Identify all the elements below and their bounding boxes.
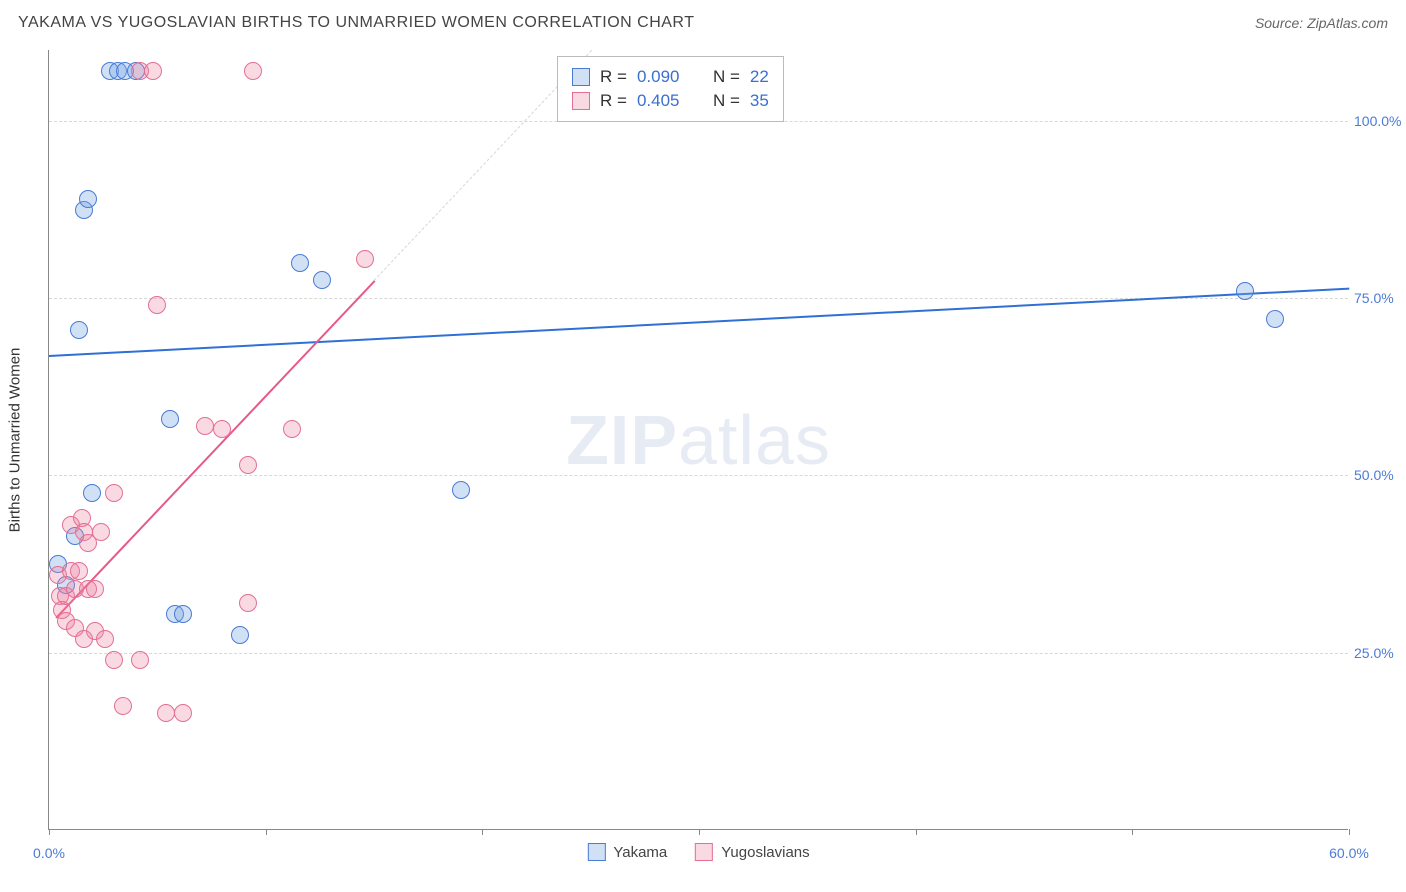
source-prefix: Source: bbox=[1255, 15, 1307, 31]
n-label: N = bbox=[713, 67, 740, 87]
data-point-yakama bbox=[231, 626, 249, 644]
data-point-yakama bbox=[79, 190, 97, 208]
n-value: 35 bbox=[750, 91, 769, 111]
stats-row-yakama: R = 0.090 N = 22 bbox=[572, 65, 769, 89]
x-tick bbox=[482, 829, 483, 835]
data-point-yugoslavians bbox=[105, 484, 123, 502]
source-name: ZipAtlas.com bbox=[1307, 15, 1388, 31]
data-point-yugoslavians bbox=[131, 651, 149, 669]
legend-item-yugoslavians: Yugoslavians bbox=[695, 843, 809, 861]
data-point-yakama bbox=[452, 481, 470, 499]
data-point-yakama bbox=[1266, 310, 1284, 328]
data-point-yugoslavians bbox=[105, 651, 123, 669]
y-tick-label: 25.0% bbox=[1354, 645, 1406, 661]
swatch-yakama-icon bbox=[572, 68, 590, 86]
data-point-yugoslavians bbox=[148, 296, 166, 314]
x-tick bbox=[1132, 829, 1133, 835]
legend-label: Yugoslavians bbox=[721, 844, 809, 861]
swatch-yugoslavians-icon bbox=[572, 92, 590, 110]
r-label: R = bbox=[600, 91, 627, 111]
data-point-yakama bbox=[83, 484, 101, 502]
legend: Yakama Yugoslavians bbox=[587, 843, 809, 861]
legend-label: Yakama bbox=[613, 844, 667, 861]
r-label: R = bbox=[600, 67, 627, 87]
trend-line bbox=[55, 281, 375, 619]
plot-canvas: 25.0%50.0%75.0%100.0%0.0%60.0% bbox=[49, 50, 1348, 829]
data-point-yugoslavians bbox=[174, 704, 192, 722]
x-tick bbox=[699, 829, 700, 835]
data-point-yakama bbox=[161, 410, 179, 428]
legend-item-yakama: Yakama bbox=[587, 843, 667, 861]
gridline bbox=[49, 475, 1348, 476]
chart-header: YAKAMA VS YUGOSLAVIAN BIRTHS TO UNMARRIE… bbox=[0, 0, 1406, 46]
data-point-yakama bbox=[174, 605, 192, 623]
data-point-yugoslavians bbox=[157, 704, 175, 722]
data-point-yugoslavians bbox=[244, 62, 262, 80]
data-point-yugoslavians bbox=[196, 417, 214, 435]
data-point-yugoslavians bbox=[86, 580, 104, 598]
gridline bbox=[49, 653, 1348, 654]
stats-row-yugoslavians: R = 0.405 N = 35 bbox=[572, 89, 769, 113]
data-point-yakama bbox=[70, 321, 88, 339]
data-point-yakama bbox=[313, 271, 331, 289]
data-point-yugoslavians bbox=[70, 562, 88, 580]
chart-source: Source: ZipAtlas.com bbox=[1255, 15, 1388, 31]
x-tick bbox=[266, 829, 267, 835]
data-point-yugoslavians bbox=[239, 594, 257, 612]
y-tick-label: 75.0% bbox=[1354, 290, 1406, 306]
correlation-stats-box: R = 0.090 N = 22 R = 0.405 N = 35 bbox=[557, 56, 784, 122]
data-point-yugoslavians bbox=[96, 630, 114, 648]
data-point-yakama bbox=[291, 254, 309, 272]
x-tick bbox=[1349, 829, 1350, 835]
x-tick bbox=[916, 829, 917, 835]
r-value: 0.090 bbox=[637, 67, 693, 87]
r-value: 0.405 bbox=[637, 91, 693, 111]
x-tick bbox=[49, 829, 50, 835]
data-point-yakama bbox=[1236, 282, 1254, 300]
y-tick-label: 50.0% bbox=[1354, 467, 1406, 483]
data-point-yugoslavians bbox=[283, 420, 301, 438]
y-axis-title: Births to Unmarried Women bbox=[7, 347, 24, 532]
x-tick-label: 60.0% bbox=[1329, 845, 1369, 861]
n-label: N = bbox=[713, 91, 740, 111]
data-point-yugoslavians bbox=[239, 456, 257, 474]
legend-swatch-yakama-icon bbox=[587, 843, 605, 861]
x-tick-label: 0.0% bbox=[33, 845, 65, 861]
data-point-yugoslavians bbox=[114, 697, 132, 715]
chart-title: YAKAMA VS YUGOSLAVIAN BIRTHS TO UNMARRIE… bbox=[18, 14, 694, 32]
y-tick-label: 100.0% bbox=[1354, 113, 1406, 129]
plot-area: Births to Unmarried Women ZIPatlas 25.0%… bbox=[48, 50, 1348, 830]
data-point-yugoslavians bbox=[356, 250, 374, 268]
legend-swatch-yugoslavians-icon bbox=[695, 843, 713, 861]
data-point-yugoslavians bbox=[92, 523, 110, 541]
data-point-yugoslavians bbox=[213, 420, 231, 438]
n-value: 22 bbox=[750, 67, 769, 87]
data-point-yugoslavians bbox=[144, 62, 162, 80]
